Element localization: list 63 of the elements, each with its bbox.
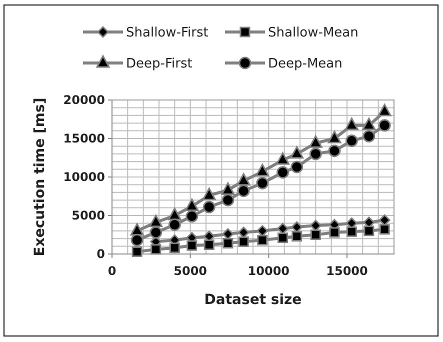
point [309, 148, 322, 160]
y-tick-label: 15000 [63, 132, 105, 146]
y-tick-label: 5000 [72, 208, 105, 223]
point [345, 134, 358, 148]
legend-label: Deep-First [126, 56, 192, 72]
point [276, 152, 290, 165]
point [362, 130, 376, 142]
point [202, 200, 216, 214]
x-tick-label: 5000 [174, 264, 208, 278]
point [150, 226, 162, 239]
point [130, 223, 144, 236]
point [168, 208, 182, 220]
point [256, 164, 270, 176]
point [291, 221, 303, 233]
point [221, 182, 235, 195]
point [237, 184, 250, 198]
point [290, 160, 304, 174]
y-tick-label: 0 [96, 247, 105, 262]
point [329, 227, 340, 238]
point [362, 118, 376, 130]
x-axis-title: Dataset size [204, 292, 302, 308]
point [310, 230, 321, 240]
point [328, 144, 341, 158]
point [204, 240, 214, 250]
point [277, 222, 289, 234]
y-axis-title: Execution time [ms] [32, 98, 48, 256]
point [185, 198, 199, 212]
x-tick-label: 15000 [326, 264, 368, 278]
point [276, 166, 290, 179]
point [238, 236, 249, 247]
y-tick-label: 10000 [63, 170, 105, 184]
point [132, 246, 142, 257]
point [222, 238, 234, 248]
point [149, 214, 163, 228]
point [328, 130, 342, 144]
x-tick-label: 0 [108, 264, 116, 278]
point [290, 146, 304, 159]
point [236, 173, 250, 186]
point [168, 218, 181, 231]
point [292, 231, 302, 242]
y-tick-label: 20000 [63, 93, 105, 108]
point [364, 226, 374, 236]
point [130, 234, 144, 246]
point [169, 242, 180, 254]
point [186, 210, 198, 223]
point [378, 119, 391, 132]
point [186, 240, 198, 251]
point [346, 226, 357, 237]
point [278, 232, 288, 244]
x-tick-label: 10000 [248, 264, 290, 278]
legend-label: Shallow-Mean [268, 26, 358, 41]
point [378, 104, 392, 116]
legend-label: Deep-Mean [268, 56, 342, 72]
point [344, 118, 358, 130]
point [202, 188, 216, 200]
point [379, 224, 390, 235]
legend-label: Shallow-First [126, 26, 208, 41]
point [222, 194, 234, 206]
point [308, 135, 322, 148]
point [256, 176, 269, 190]
point [378, 214, 390, 226]
point [257, 234, 268, 246]
point [150, 244, 162, 255]
